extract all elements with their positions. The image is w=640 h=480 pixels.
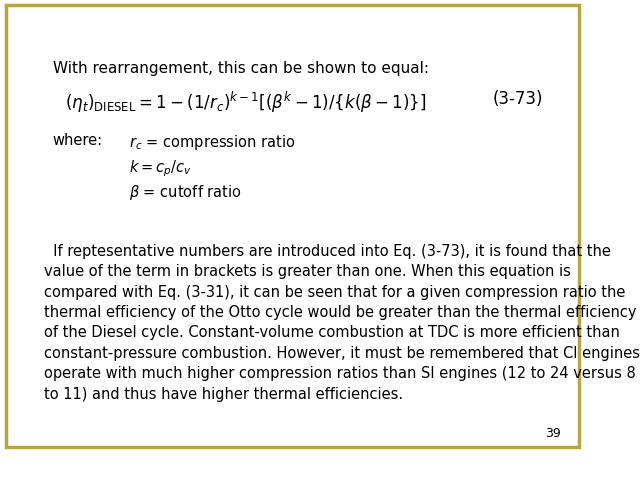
Text: $r_c$ = compression ratio: $r_c$ = compression ratio <box>129 133 295 152</box>
Text: (3-73): (3-73) <box>493 90 543 108</box>
Text: 39: 39 <box>545 427 561 440</box>
Text: With rearrangement, this can be shown to equal:: With rearrangement, this can be shown to… <box>52 61 429 76</box>
Text: $k = c_p/c_v$: $k = c_p/c_v$ <box>129 158 191 179</box>
Text: $(\eta_t)_{\mathrm{DIESEL}} = 1 - (1/r_c)^{k-1}[(\beta^k - 1)/\{k(\beta - 1)\}]$: $(\eta_t)_{\mathrm{DIESEL}} = 1 - (1/r_c… <box>65 90 426 116</box>
Text: If reptesentative numbers are introduced into Eq. (3-73), it is found that the v: If reptesentative numbers are introduced… <box>44 244 640 402</box>
Text: $\beta$ = cutoff ratio: $\beta$ = cutoff ratio <box>129 183 241 202</box>
Text: where:: where: <box>52 133 103 148</box>
